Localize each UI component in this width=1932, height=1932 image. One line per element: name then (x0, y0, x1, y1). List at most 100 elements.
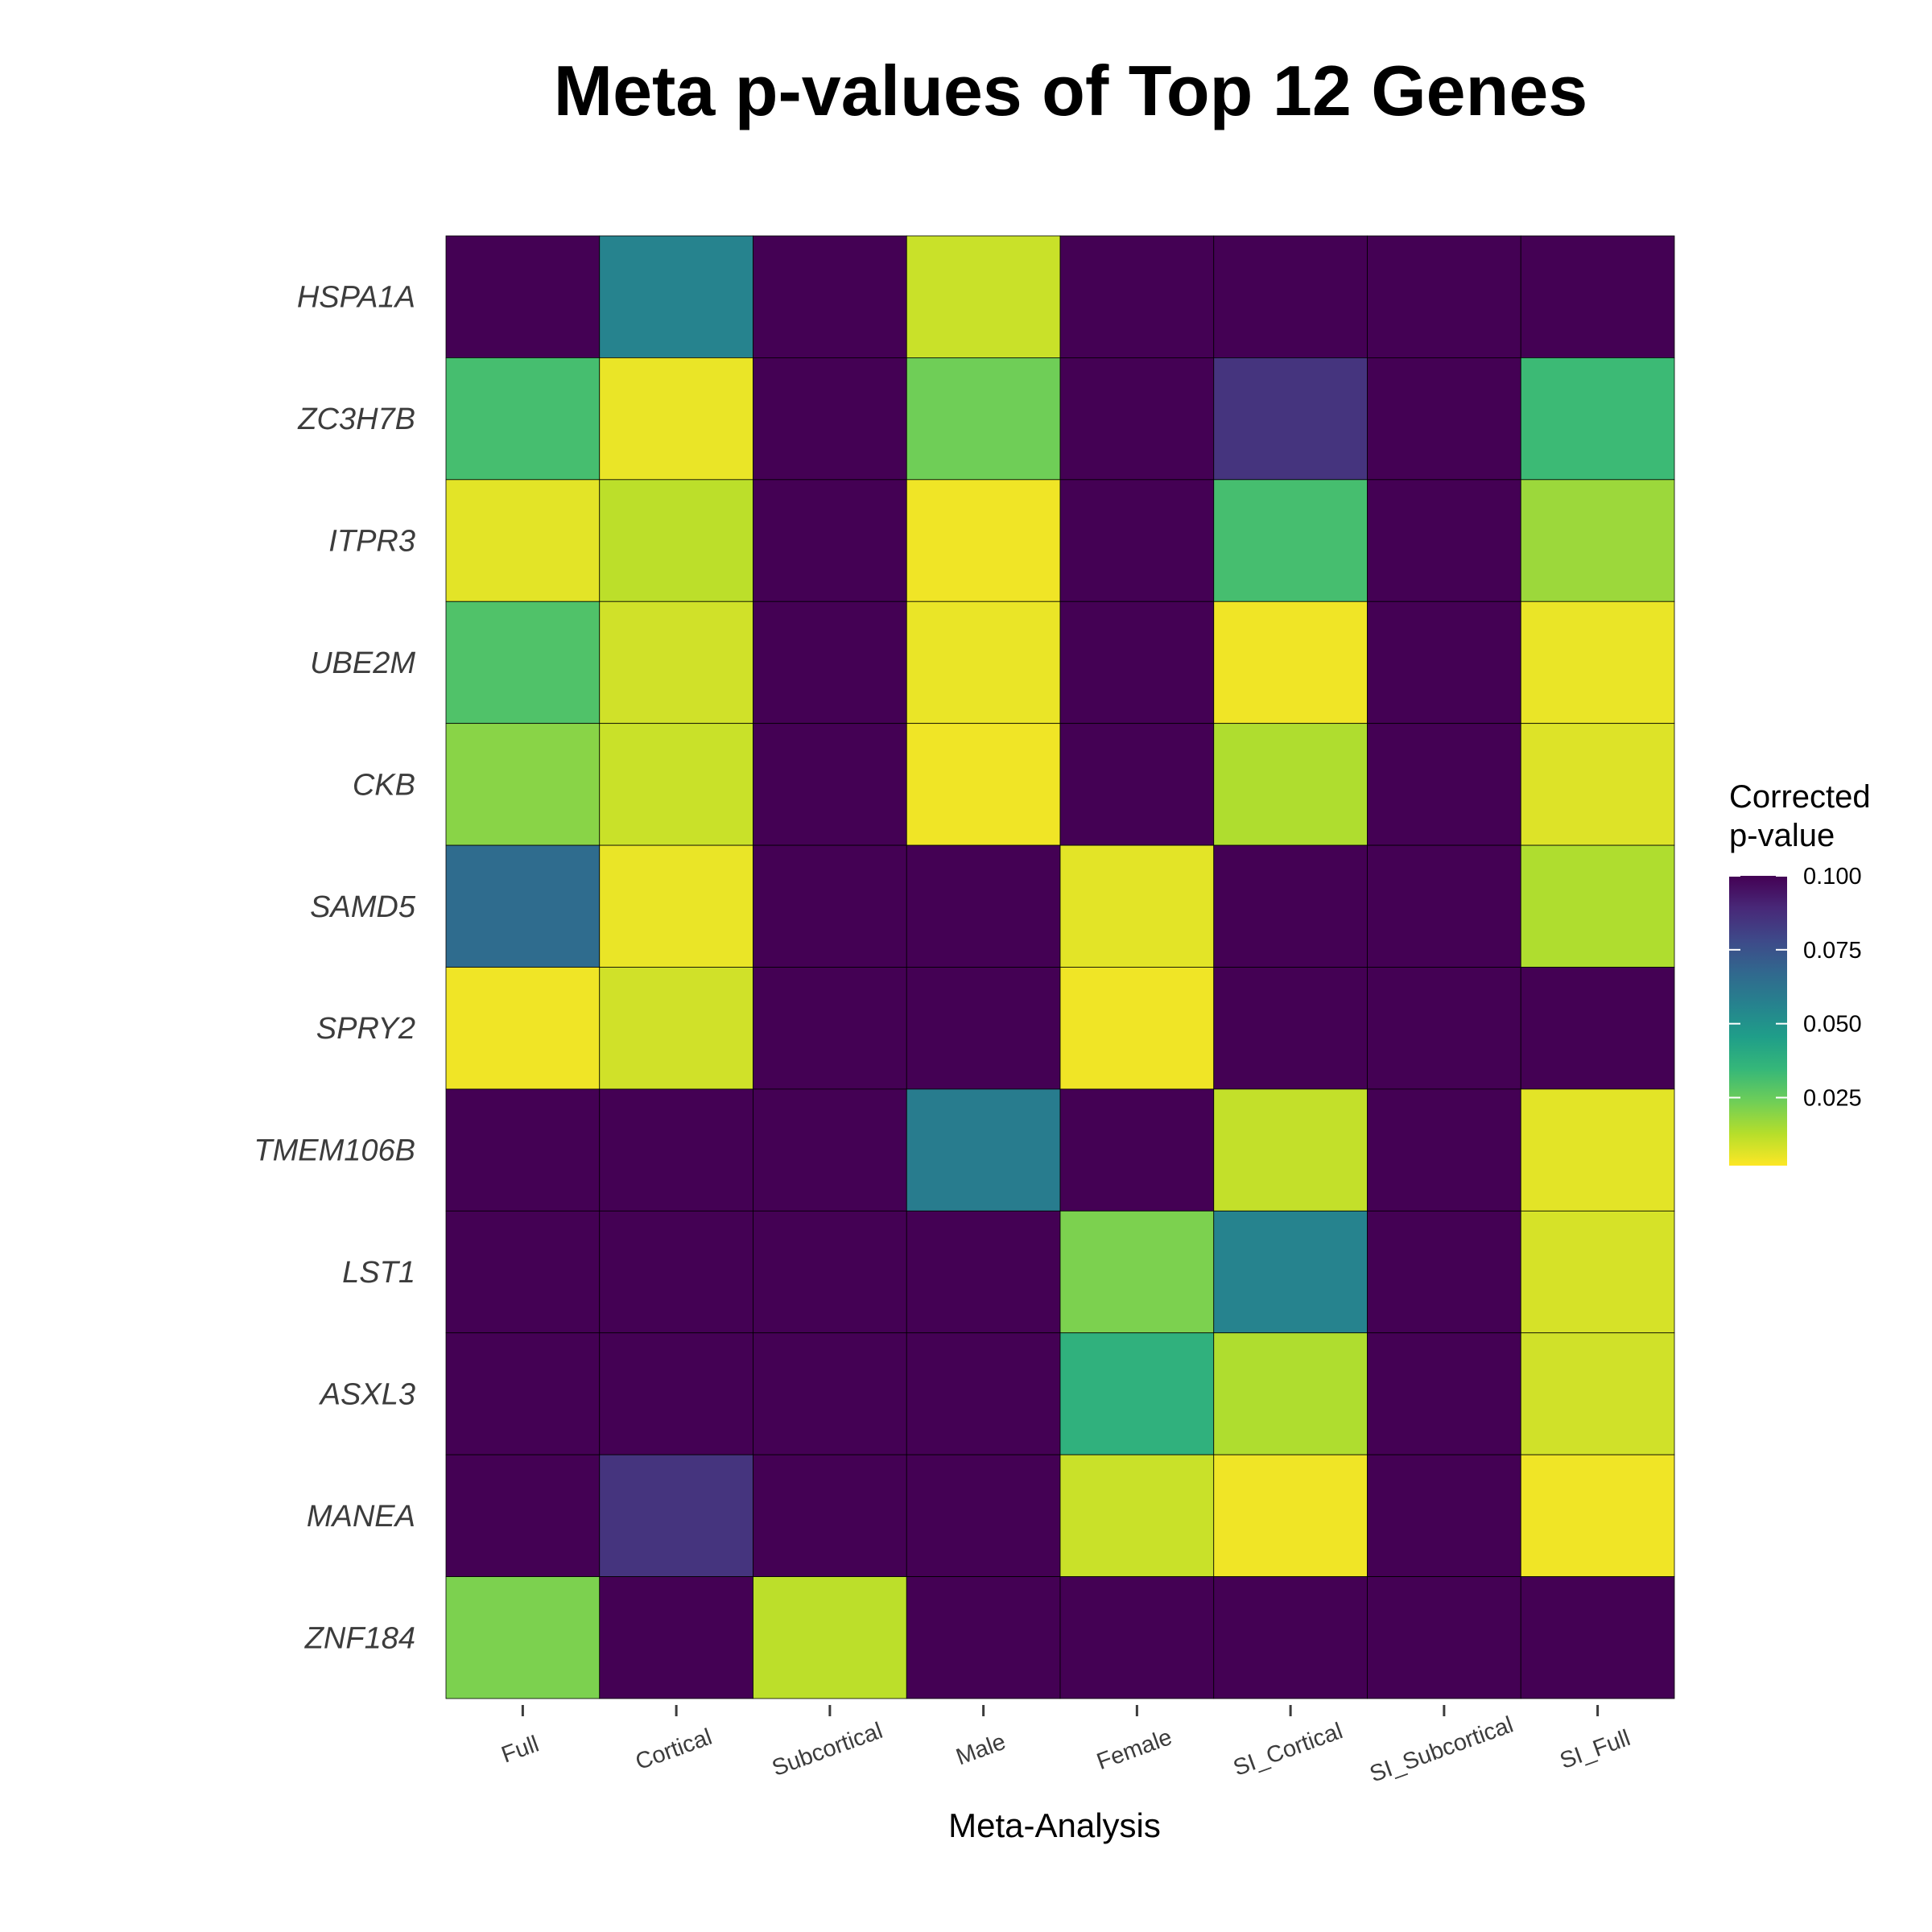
x-tick-label: Full (498, 1732, 543, 1769)
heatmap-cell (1367, 1088, 1521, 1212)
heatmap-cell (753, 1332, 907, 1455)
heatmap-cell (906, 967, 1061, 1090)
chart-title: Meta p-values of Top 12 Genes (554, 51, 1587, 130)
heatmap-cell (445, 601, 601, 724)
legend-tick-label: 0.075 (1803, 938, 1862, 964)
heatmap-cell (1520, 844, 1675, 968)
x-tick-label: Cortical (632, 1724, 715, 1776)
heatmap-cell (906, 1088, 1061, 1212)
heatmap-cell (445, 235, 601, 358)
heatmap-cell (1213, 479, 1368, 602)
heatmap-cell (1367, 235, 1521, 358)
y-tick-label: ASXL3 (319, 1377, 415, 1411)
x-tick-label: SI_Subcortical (1366, 1712, 1517, 1788)
heatmap-cell (906, 479, 1061, 602)
heatmap-cell (1520, 1210, 1675, 1334)
heatmap-cell (445, 1088, 601, 1212)
heatmap-cell (1520, 723, 1675, 846)
x-tick-label: SI_Full (1557, 1725, 1634, 1774)
heatmap-cell (1520, 479, 1675, 602)
heatmap-cell (1520, 357, 1675, 481)
heatmap-cell (1059, 1576, 1215, 1699)
heatmap-cell (1059, 235, 1215, 358)
heatmap-cell (445, 1332, 601, 1455)
heatmap-cell (445, 967, 601, 1090)
heatmap-cell (1059, 723, 1215, 846)
heatmap-cell (445, 723, 601, 846)
x-tick-label: Male (953, 1729, 1009, 1771)
heatmap-cell (1213, 235, 1368, 358)
heatmap-cell (1059, 479, 1215, 602)
x-axis: Full Cortical Subcortical Male Female SI_Cort… (498, 1705, 1634, 1788)
legend-title: Corrected (1729, 779, 1871, 815)
heatmap-cell (445, 479, 601, 602)
heatmap-cell (906, 723, 1061, 846)
y-tick-label: SAMD5 (310, 890, 416, 924)
legend-title: p-value (1729, 818, 1835, 853)
heatmap-cell (906, 1210, 1061, 1334)
heatmap-cell (1059, 357, 1215, 481)
heatmap-cell (753, 1210, 907, 1334)
y-tick-label: TMEM106B (254, 1134, 415, 1168)
heatmap-cell (445, 1454, 601, 1577)
heatmap-cell (1213, 357, 1368, 481)
heatmap-cell (599, 601, 753, 724)
heatmap-cell (1520, 1332, 1675, 1455)
heatmap-cell (1059, 1332, 1215, 1455)
x-tick-label: Subcortical (769, 1718, 886, 1781)
x-axis-title: Meta-Analysis (948, 1806, 1161, 1844)
heatmap-cell (1059, 601, 1215, 724)
heatmap-cell (906, 235, 1061, 358)
heatmap-cell (1213, 723, 1368, 846)
y-tick-label: ITPR3 (328, 525, 415, 559)
heatmap-cell (1367, 1210, 1521, 1334)
legend-colorbar (1729, 876, 1787, 1166)
heatmap-cell (599, 1454, 753, 1577)
heatmap-cell (1367, 357, 1521, 481)
heatmap-cell (1367, 479, 1521, 602)
heatmap-cell (1213, 1332, 1368, 1455)
heatmap-cell (753, 967, 907, 1090)
heatmap-cell (1367, 967, 1521, 1090)
y-tick-label: CKB (353, 768, 415, 802)
heatmap-cell (599, 723, 753, 846)
heatmap-cell (906, 1576, 1061, 1699)
heatmap-cells (445, 235, 1675, 1699)
heatmap-cell (753, 1088, 907, 1212)
heatmap-cell (906, 601, 1061, 724)
heatmap-cell (445, 844, 601, 968)
heatmap-cell (599, 1576, 753, 1699)
heatmap-cell (1059, 1454, 1215, 1577)
heatmap-cell (1059, 844, 1215, 968)
heatmap-cell (445, 357, 601, 481)
heatmap-cell (599, 235, 753, 358)
heatmap-cell (1059, 1210, 1215, 1334)
heatmap-cell (599, 357, 753, 481)
heatmap-cell (1213, 601, 1368, 724)
heatmap-cell (599, 479, 753, 602)
heatmap-cell (1059, 1088, 1215, 1212)
heatmap-cell (1367, 601, 1521, 724)
heatmap-cell (445, 1210, 601, 1334)
heatmap-cell (1520, 1576, 1675, 1699)
y-tick-label: HSPA1A (297, 281, 415, 315)
x-tick-label: Female (1093, 1724, 1175, 1775)
heatmap-cell (599, 844, 753, 968)
y-tick-label: SPRY2 (316, 1012, 415, 1046)
heatmap-cell (906, 844, 1061, 968)
heatmap-cell (906, 357, 1061, 481)
heatmap-cell (599, 1332, 753, 1455)
legend-tick-label: 0.100 (1803, 864, 1862, 890)
heatmap-cell (1520, 235, 1675, 358)
heatmap-cell (1520, 601, 1675, 724)
y-axis: HSPA1A ZC3H7B ITPR3 UBE2M CKB SAMD5 SPRY2 TMEM1… (254, 281, 415, 1656)
heatmap-cell (1367, 723, 1521, 846)
legend-tick-label: 0.050 (1803, 1012, 1862, 1038)
heatmap-cell (1367, 1576, 1521, 1699)
heatmap-cell (753, 235, 907, 358)
heatmap-cell (1213, 1210, 1368, 1334)
heatmap-cell (906, 1454, 1061, 1577)
